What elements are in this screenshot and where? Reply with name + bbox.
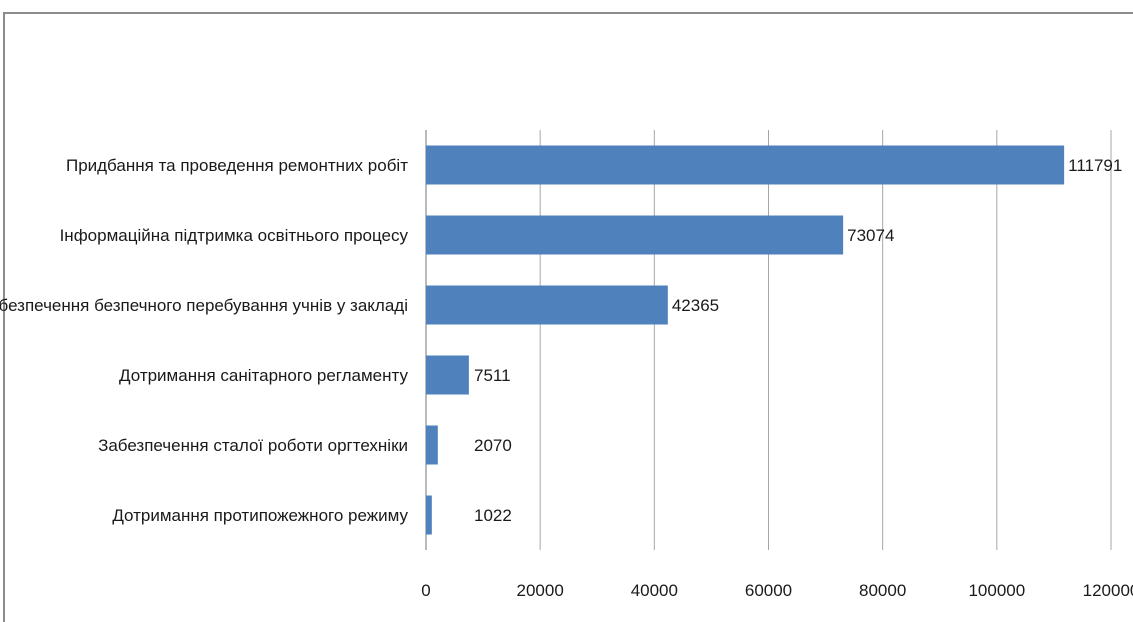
data-label: 42365	[672, 296, 719, 315]
data-label: 73074	[847, 226, 894, 245]
category-label: Дотримання протипожежного режиму	[112, 506, 408, 525]
data-label: 111791	[1068, 156, 1122, 175]
category-label: Інформаційна підтримка освітнього процес…	[60, 226, 409, 245]
x-tick-label: 40000	[631, 581, 678, 600]
category-label: Забезпечення безпечного перебування учні…	[0, 296, 408, 315]
bar	[426, 285, 668, 325]
category-label: Придбання та проведення ремонтних робіт	[66, 156, 408, 175]
x-tick-label: 120000	[1083, 581, 1133, 600]
category-label: Дотримання санітарного регламенту	[119, 366, 408, 385]
x-tick-label: 100000	[968, 581, 1025, 600]
data-label: 7511	[474, 366, 511, 385]
x-tick-label: 20000	[517, 581, 564, 600]
x-tick-label: 80000	[859, 581, 906, 600]
bar	[426, 495, 432, 535]
x-tick-label: 60000	[745, 581, 792, 600]
category-label: Забезпечення сталої роботи оргтехніки	[98, 436, 408, 455]
x-tick-label: 0	[421, 581, 430, 600]
bar	[426, 355, 469, 395]
bar	[426, 145, 1065, 185]
bar	[426, 215, 844, 255]
data-label: 1022	[474, 506, 512, 525]
bar	[426, 425, 438, 465]
data-label: 2070	[474, 436, 512, 455]
chart-frame	[3, 12, 1133, 622]
